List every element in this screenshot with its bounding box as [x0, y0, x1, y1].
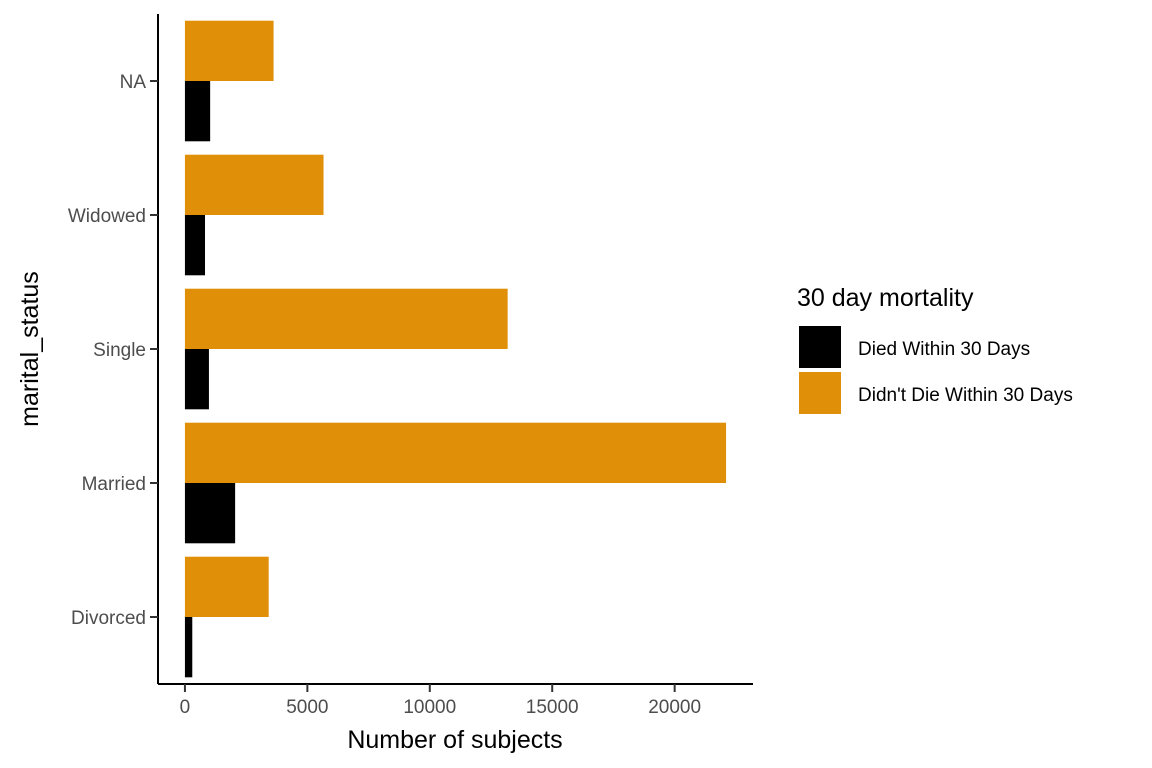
bar-divorced-died — [184, 617, 193, 678]
bar-single-survived — [184, 288, 508, 349]
legend-swatch-survived — [799, 372, 841, 414]
x-tick-label-10000: 10000 — [403, 697, 456, 718]
ticks-layer: Divorced Married Single Widowed NA 0 5000 10000… — [68, 72, 701, 718]
y-axis-title: marital_status — [16, 271, 44, 427]
bar-widowed-survived — [184, 154, 324, 215]
bar-divorced-survived — [184, 556, 269, 617]
legend-swatch-died — [799, 326, 841, 368]
bar-na-survived — [184, 20, 274, 81]
legend: 30 day mortality Died Within 30 Days Did… — [797, 284, 1073, 414]
bar-na-died — [184, 81, 211, 142]
y-tick-label-married: Married — [82, 474, 146, 495]
y-tick-label-divorced: Divorced — [71, 608, 146, 629]
bar-widowed-died — [184, 215, 206, 276]
x-tick-label-5000: 5000 — [286, 697, 328, 718]
y-tick-label-widowed: Widowed — [68, 206, 146, 227]
legend-title: 30 day mortality — [797, 284, 974, 312]
x-tick-label-0: 0 — [180, 697, 191, 718]
x-tick-label-20000: 20000 — [648, 697, 701, 718]
legend-label-died: Died Within 30 Days — [858, 339, 1030, 360]
y-tick-label-na: NA — [120, 72, 147, 93]
bar-single-died — [184, 349, 209, 410]
x-tick-label-15000: 15000 — [526, 697, 579, 718]
bar-married-died — [184, 483, 236, 544]
bar-married-survived — [184, 422, 727, 483]
y-tick-label-single: Single — [93, 340, 146, 361]
x-axis-title: Number of subjects — [347, 726, 562, 754]
bars-layer — [184, 20, 727, 678]
legend-label-survived: Didn't Die Within 30 Days — [858, 385, 1073, 406]
